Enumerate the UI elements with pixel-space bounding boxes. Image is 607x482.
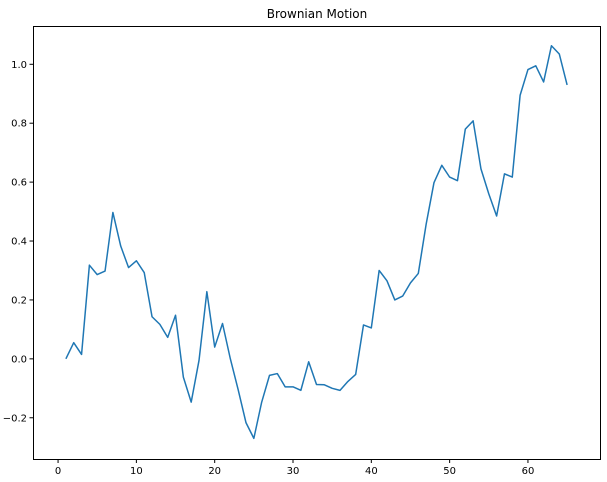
x-tick-label: 0 — [55, 466, 61, 477]
y-axis-ticks: −0.2 0.0 0.2 0.4 0.6 0.8 1.0 — [3, 60, 34, 424]
x-tick-label: 50 — [443, 466, 456, 477]
x-tick-label: 20 — [208, 466, 221, 477]
x-tick-label: 60 — [522, 466, 535, 477]
x-axis-ticks: 0 10 20 30 40 50 60 — [55, 459, 535, 477]
y-tick-label: 0.4 — [11, 237, 27, 248]
y-tick-label: 0.8 — [11, 119, 27, 130]
chart-title: Brownian Motion — [267, 7, 367, 21]
y-tick-label: 1.0 — [11, 60, 27, 71]
plot-frame — [33, 26, 601, 460]
y-tick-label: 0.0 — [11, 354, 27, 365]
x-tick-label: 10 — [130, 466, 143, 477]
series-group — [65, 44, 568, 440]
y-tick-label: 0.6 — [11, 178, 27, 189]
y-tick-label: −0.2 — [3, 413, 27, 424]
x-tick-label: 30 — [287, 466, 300, 477]
x-tick-label: 40 — [365, 466, 378, 477]
y-tick-label: 0.2 — [11, 295, 27, 306]
series-line — [65, 44, 568, 440]
